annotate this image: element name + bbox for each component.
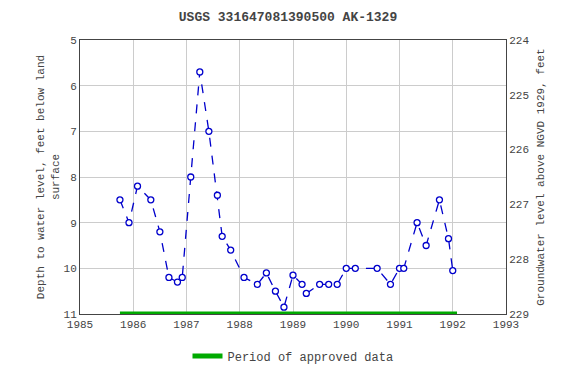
svg-text:1988: 1988	[227, 319, 253, 331]
svg-text:1993: 1993	[493, 319, 519, 331]
svg-text:1989: 1989	[280, 319, 306, 331]
svg-text:224: 224	[509, 35, 529, 47]
svg-text:1986: 1986	[120, 319, 146, 331]
svg-text:11: 11	[64, 309, 78, 321]
svg-text:9: 9	[70, 218, 77, 230]
svg-text:1992: 1992	[440, 319, 466, 331]
svg-text:225: 225	[509, 90, 529, 102]
svg-text:USGS 331647081390500 AK-1329: USGS 331647081390500 AK-1329	[179, 10, 398, 25]
svg-text:6: 6	[70, 81, 77, 93]
svg-text:Depth to water level, feet bel: Depth to water level, feet below landsur…	[35, 55, 61, 299]
svg-text:Groundwater level above NGVD 1: Groundwater level above NGVD 1929, feet	[535, 48, 547, 305]
svg-text:1985: 1985	[67, 319, 93, 331]
svg-text:8: 8	[70, 172, 77, 184]
svg-text:229: 229	[509, 309, 529, 321]
svg-text:228: 228	[509, 254, 529, 266]
svg-text:5: 5	[70, 35, 77, 47]
svg-text:1991: 1991	[386, 319, 413, 331]
svg-text:Period of approved data: Period of approved data	[228, 351, 394, 365]
svg-text:226: 226	[509, 144, 529, 156]
svg-text:227: 227	[509, 199, 529, 211]
svg-text:1987: 1987	[173, 319, 199, 331]
svg-text:10: 10	[64, 263, 77, 275]
svg-text:1990: 1990	[333, 319, 359, 331]
svg-text:7: 7	[70, 126, 77, 138]
